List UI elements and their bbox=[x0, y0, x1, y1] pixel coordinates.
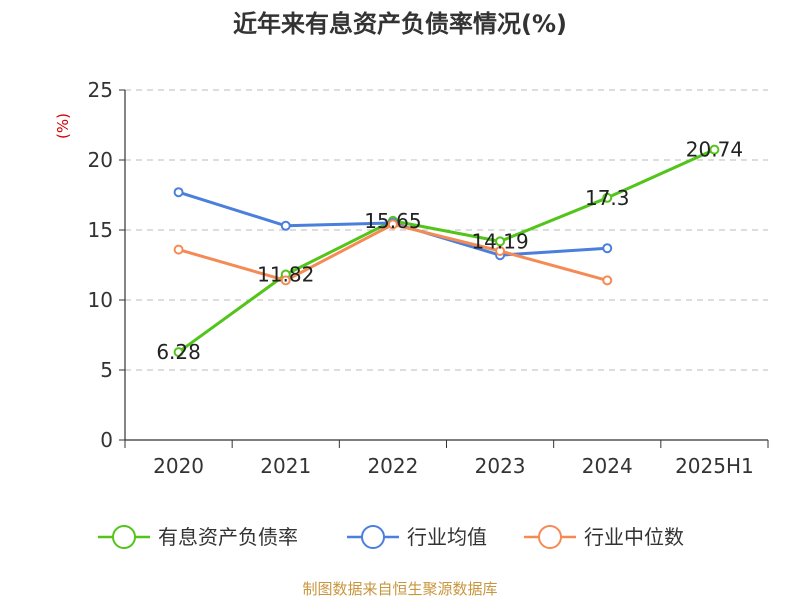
data-point bbox=[280, 220, 291, 231]
x-tick-label: 2022 bbox=[367, 454, 418, 478]
data-point bbox=[387, 219, 398, 230]
series-lines bbox=[173, 144, 720, 358]
chart-title: 近年来有息资产负债率情况(%) bbox=[233, 10, 567, 38]
data-labels: 6.28 11.82 15.65 14.19 17.3 20.74 bbox=[156, 138, 743, 364]
data-point bbox=[602, 243, 613, 254]
legend-circle-marker bbox=[112, 525, 136, 549]
data-point bbox=[602, 192, 613, 203]
legend-item-label: 有息资产负债率 bbox=[158, 525, 298, 549]
axes: 0 5 10 15 20 25 (%) 2020 2021 2022 2023 2024 2025H1 bbox=[54, 78, 769, 478]
x-tick-label: 2020 bbox=[153, 454, 204, 478]
data-label: 6.28 bbox=[156, 340, 201, 364]
data-label: 17.3 bbox=[585, 186, 630, 210]
data-label: 20.74 bbox=[686, 138, 743, 162]
y-tick-label: 15 bbox=[88, 218, 113, 242]
legend: 有息资产负债率 行业均值 行业中位数 bbox=[98, 525, 684, 549]
legend-circle-marker bbox=[361, 525, 385, 549]
data-label: 11.82 bbox=[257, 263, 314, 287]
y-tick-label: 25 bbox=[88, 78, 113, 102]
data-point bbox=[173, 187, 184, 198]
data-point bbox=[173, 347, 184, 358]
y-tick-label: 5 bbox=[100, 358, 113, 382]
y-axis-unit-label: (%) bbox=[54, 113, 72, 139]
source-note: 制图数据来自恒生聚源数据库 bbox=[302, 580, 498, 598]
legend-item-label: 行业均值 bbox=[407, 525, 487, 549]
x-tick-label: 2024 bbox=[582, 454, 633, 478]
legend-item-label: 行业中位数 bbox=[584, 525, 684, 549]
data-label: 14.19 bbox=[471, 229, 528, 253]
data-point bbox=[495, 246, 506, 256]
y-tick-label: 10 bbox=[88, 288, 113, 312]
x-tick-label: 2025H1 bbox=[675, 454, 754, 478]
data-point bbox=[173, 244, 184, 255]
y-tick-label: 0 bbox=[100, 428, 113, 452]
x-tick-label: 2023 bbox=[475, 454, 526, 478]
data-label: 15.65 bbox=[364, 209, 421, 233]
y-tick-label: 20 bbox=[88, 148, 113, 172]
data-point bbox=[280, 275, 291, 286]
data-point bbox=[495, 236, 506, 247]
legend-circle-marker bbox=[538, 525, 562, 549]
data-point bbox=[709, 144, 720, 155]
data-point bbox=[602, 275, 613, 286]
series-line bbox=[177, 148, 716, 354]
x-tick-label: 2021 bbox=[260, 454, 311, 478]
